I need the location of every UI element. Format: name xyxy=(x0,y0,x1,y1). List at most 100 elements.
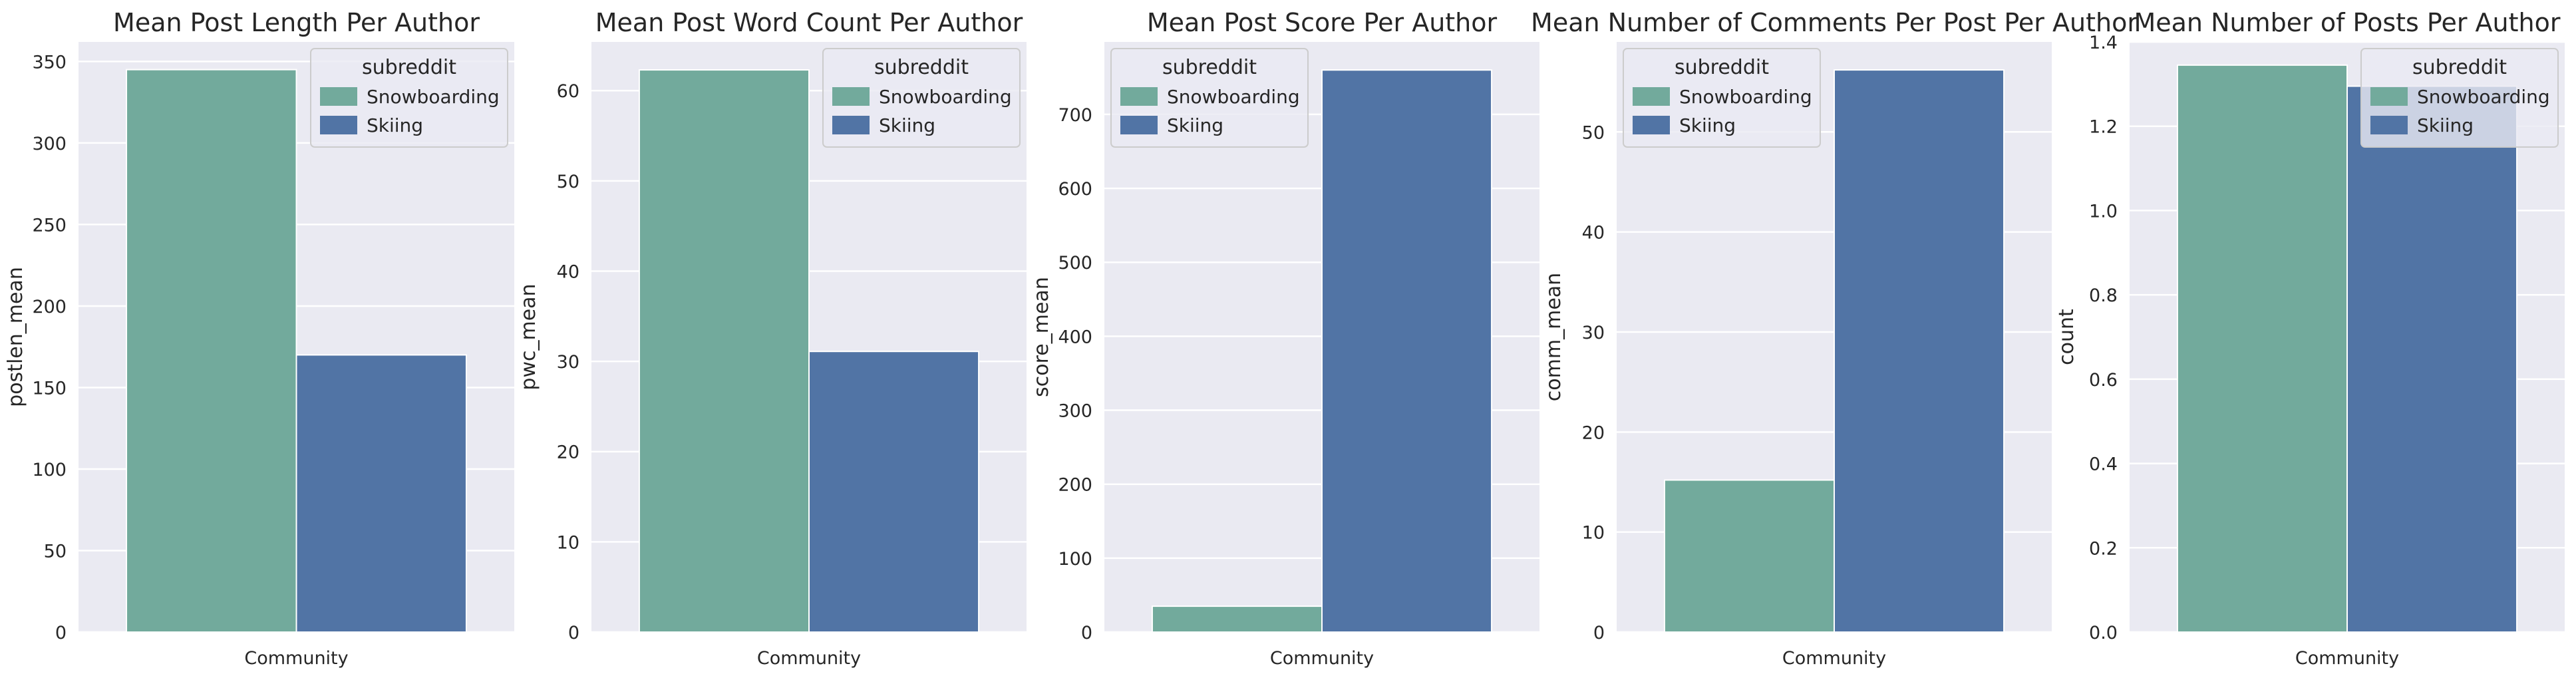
chart-panel-5: 0.0 0.2 0.4 0.6 0.8 1.0 1.2 1.4 Community count Me… xyxy=(2055,8,2565,669)
y-tick-label: 350 xyxy=(32,52,67,73)
chart-title: Mean Post Score Per Author xyxy=(1147,8,1498,37)
bar-skiing xyxy=(808,351,980,633)
x-tick-label: Community xyxy=(1782,648,1886,669)
legend-box xyxy=(822,48,1021,148)
y-tick-label: 1.4 xyxy=(2089,33,2118,53)
y-tick-label: 400 xyxy=(1058,327,1092,347)
legend-title: subreddit xyxy=(1162,56,1257,79)
y-tick-label: 300 xyxy=(32,134,67,154)
y-tick-label: 0 xyxy=(1081,623,1092,643)
y-tick-label: 500 xyxy=(1058,253,1092,273)
legend-label: Skiing xyxy=(2417,114,2474,136)
y-tick-label: 40 xyxy=(1582,223,1605,244)
legend: subreddit Snowboarding Skiing xyxy=(822,48,1021,148)
y-tick-label: 300 xyxy=(1058,401,1092,422)
legend-title: subreddit xyxy=(2412,56,2507,79)
legend-label: Snowboarding xyxy=(2417,86,2550,108)
y-tick-label: 0.8 xyxy=(2089,285,2118,306)
y-tick-label: 100 xyxy=(32,460,67,480)
chart-panel-3: 0 100 200 300 400 500 600 700 Community score_mea… xyxy=(1030,8,1539,669)
y-tick-label: 50 xyxy=(1582,122,1605,143)
legend-swatch-skiing xyxy=(832,116,870,134)
bar-snowboarding xyxy=(2176,64,2348,633)
bar-snowboarding xyxy=(1663,479,1835,633)
bar-skiing xyxy=(1834,69,2005,633)
legend-swatch-snowboarding xyxy=(320,87,357,106)
legend-box xyxy=(1623,48,1821,148)
chart-title: Mean Number of Posts Per Author xyxy=(2134,8,2560,37)
legend-swatch-skiing xyxy=(1633,116,1670,134)
x-tick-label: Community xyxy=(244,648,348,669)
legend-box xyxy=(310,48,508,148)
y-tick-label: 10 xyxy=(557,532,579,553)
legend-label: Skiing xyxy=(1167,114,1223,136)
y-axis-label: score_mean xyxy=(1030,277,1053,397)
legend-title: subreddit xyxy=(1675,56,1769,79)
bar-snowboarding xyxy=(126,69,297,633)
y-tick-label: 200 xyxy=(32,297,67,317)
legend-swatch-snowboarding xyxy=(832,87,870,106)
bar-skiing xyxy=(2346,85,2518,633)
y-tick-label: 50 xyxy=(44,541,67,562)
bar-skiing xyxy=(295,354,467,633)
y-tick-label: 20 xyxy=(1582,423,1605,443)
legend-title: subreddit xyxy=(874,56,969,79)
legend-swatch-snowboarding xyxy=(1120,87,1158,106)
legend-swatch-snowboarding xyxy=(2370,87,2408,106)
y-tick-label: 0.0 xyxy=(2089,623,2118,643)
y-tick-label: 0.4 xyxy=(2089,454,2118,475)
legend: subreddit Snowboarding Skiing xyxy=(1110,48,1309,148)
y-tick-label: 150 xyxy=(32,378,67,399)
legend-swatch-skiing xyxy=(1120,116,1158,134)
legend: subreddit Snowboarding Skiing xyxy=(1623,48,1821,148)
y-tick-label: 50 xyxy=(557,172,579,192)
y-tick-label: 0.6 xyxy=(2089,370,2118,391)
y-tick-label: 0 xyxy=(1593,623,1605,643)
y-tick-label: 250 xyxy=(32,215,67,236)
x-tick-label: Community xyxy=(1270,648,1374,669)
legend-label: Snowboarding xyxy=(1679,86,1812,108)
y-tick-label: 1.2 xyxy=(2089,117,2118,138)
y-tick-label: 10 xyxy=(1582,523,1605,544)
legend-label: Skiing xyxy=(879,114,935,136)
legend-label: Skiing xyxy=(367,114,423,136)
legend-swatch-skiing xyxy=(320,116,357,134)
chart-panel-2: 0 10 20 30 40 50 60 Community pwc_mean Mean Post … xyxy=(517,8,1027,669)
y-tick-label: 30 xyxy=(557,352,579,373)
y-tick-label: 40 xyxy=(557,261,579,282)
bar-snowboarding xyxy=(1151,605,1323,633)
legend-label: Skiing xyxy=(1679,114,1736,136)
y-tick-label: 100 xyxy=(1058,549,1092,570)
bar-skiing xyxy=(1321,69,1493,633)
x-tick-label: Community xyxy=(2295,648,2399,669)
legend-swatch-skiing xyxy=(2370,116,2408,134)
chart-panel-1: 0 50 100 150 200 250 300 350 Community postlen_me… xyxy=(4,8,514,669)
legend: subreddit Snowboarding Skiing xyxy=(2360,48,2559,148)
legend-box xyxy=(2360,48,2559,148)
chart-title: Mean Post Word Count Per Author xyxy=(595,8,1023,37)
chart-title: Mean Post Length Per Author xyxy=(113,8,480,37)
y-tick-label: 1.0 xyxy=(2089,201,2118,222)
y-tick-label: 700 xyxy=(1058,105,1092,126)
y-tick-label: 0 xyxy=(568,623,579,643)
legend-box xyxy=(1110,48,1309,148)
chart-panel-4: 0 10 20 30 40 50 Community comm_mean Mean Number… xyxy=(1531,8,2138,669)
chart-title: Mean Number of Comments Per Post Per Aut… xyxy=(1531,8,2138,37)
y-tick-label: 60 xyxy=(557,81,579,102)
y-axis-label: postlen_mean xyxy=(4,267,27,407)
y-axis-label: pwc_mean xyxy=(517,283,540,390)
legend-label: Snowboarding xyxy=(367,86,500,108)
y-axis-label: count xyxy=(2055,309,2078,365)
y-tick-label: 20 xyxy=(557,442,579,463)
legend-label: Snowboarding xyxy=(879,86,1012,108)
legend: subreddit Snowboarding Skiing xyxy=(310,48,508,148)
y-tick-label: 600 xyxy=(1058,179,1092,200)
y-axis-label: comm_mean xyxy=(1542,273,1565,401)
y-tick-label: 0.2 xyxy=(2089,538,2118,559)
bar-snowboarding xyxy=(638,69,810,633)
legend-swatch-snowboarding xyxy=(1633,87,1670,106)
y-tick-label: 30 xyxy=(1582,323,1605,343)
legend-title: subreddit xyxy=(362,56,456,79)
x-tick-label: Community xyxy=(757,648,861,669)
